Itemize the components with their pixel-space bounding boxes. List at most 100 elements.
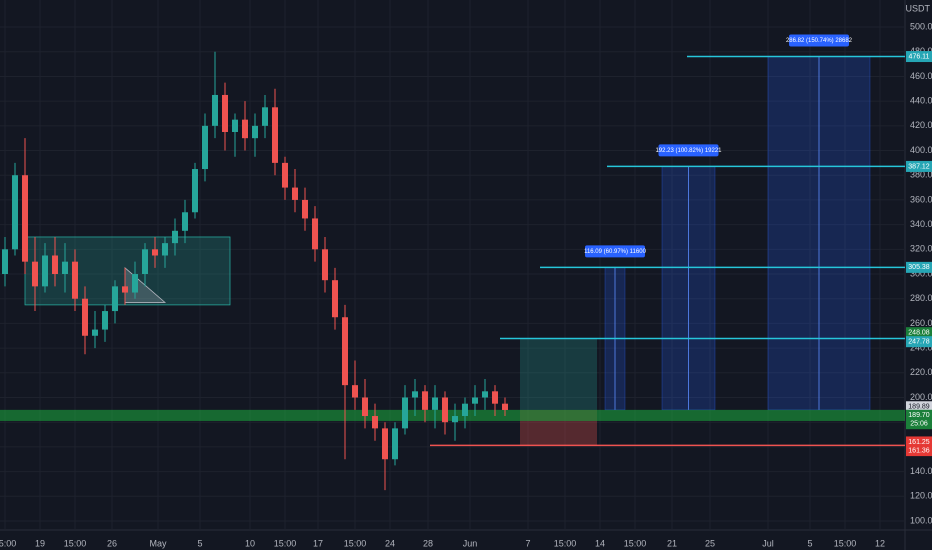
candle-body [302,199,308,219]
y-tick-label: 360.00 [910,194,932,204]
price-label-box [906,51,932,63]
x-tick-label: 15:00 [64,538,87,548]
candle-body [362,397,368,417]
x-tick-label: Jun [463,538,478,548]
candle-body [472,397,478,404]
candle-body [342,317,348,386]
y-tick-label: 320.00 [910,244,932,254]
currency: USDT [906,3,931,13]
y-tick-label: 380.00 [910,170,932,180]
y-tick-label: 420.00 [910,120,932,130]
candle-body [112,286,118,312]
price-label: 161.36 [908,447,930,454]
candle-body [212,94,218,126]
y-tick-label: 400.00 [910,145,932,155]
x-tick-label: 26 [107,538,117,548]
y-tick-label: 500.00 [910,21,932,31]
candle-body [122,286,128,293]
zone [24,236,231,306]
candle-body [312,218,318,250]
candle-body [192,169,198,213]
x-tick-label: 17 [313,538,323,548]
candle-body [452,416,458,423]
x-tick-label: 28 [423,538,433,548]
y-tick-label: 440.00 [910,96,932,106]
price-label-box [906,261,932,273]
support-band [0,409,905,421]
price-label: 387.12 [908,163,930,170]
candle-body [72,261,78,299]
candle-body [492,391,498,404]
x-tick-label: 15:00 [0,538,16,548]
candle-body [322,249,328,281]
candle-body [442,397,448,423]
candle-body [332,280,338,318]
price-label-box [906,436,932,448]
y-tick-label: 240.00 [910,342,932,352]
x-tick-label: 15:00 [834,538,857,548]
price-label-box [906,327,932,339]
candle-body [222,94,228,133]
candle-body [22,175,28,262]
y-tick-label: 100.00 [910,515,932,525]
measure-label-box [658,144,719,157]
price-label-box [906,160,932,172]
candle-body [282,162,288,188]
price-label: 248.08 [908,330,930,337]
candle-body [182,212,188,231]
measure-label-box [585,245,645,258]
price-label-box [906,445,932,457]
x-tick-label: 7 [525,538,530,548]
y-tick-label: 260.00 [910,318,932,328]
x-tick-label: 10 [245,538,255,548]
candle-body [422,391,428,410]
y-tick-label: 120.00 [910,491,932,501]
y-tick-label: 340.00 [910,219,932,229]
measure-label: 286.82 (150.74%) 28682 [786,38,853,44]
x-tick-label: 15:00 [554,538,577,548]
candle-body [462,403,468,417]
candle-body [52,255,58,275]
x-tick-label: 21 [667,538,677,548]
x-tick-label: 5 [197,538,202,548]
price-label: 25:06 [910,421,928,428]
price-label: 189.89 [908,404,930,411]
y-tick-label: 280.00 [910,293,932,303]
candle-body [2,249,8,275]
candle-body [402,397,408,429]
x-tick-label: 14 [595,538,605,548]
price-label-box [906,401,932,413]
candle-body [352,385,358,398]
price-label: 476.11 [909,53,930,60]
y-tick-label: 220.00 [910,367,932,377]
x-tick-label: Jul [762,538,774,548]
candle-body [152,249,158,256]
y-tick-label: 460.00 [910,71,932,81]
candle-body [42,255,48,287]
candle-body [242,119,248,139]
x-tick-label: 15:00 [624,538,647,548]
candle-body [92,329,98,336]
position-target [520,338,597,410]
x-tick-label: 19 [35,538,45,548]
candle-body [272,107,278,163]
candle-body [202,125,208,170]
candle-body [162,243,168,256]
candle-body [102,311,108,330]
x-tick-label: 5 [807,538,812,548]
measure-label: 192.23 (100.82%) 19221 [655,148,722,154]
candle-body [372,416,378,429]
price-label-box [906,418,932,430]
measure-label-box [789,34,849,47]
price-label: 189.70 [908,412,930,419]
candle-body [262,107,268,126]
candle-body [382,428,388,460]
price-label: 247.78 [908,339,930,346]
y-tick-label: 200.00 [910,392,932,402]
x-tick-label: 15:00 [344,538,367,548]
candle-body [132,274,138,293]
candle-body [172,230,178,244]
candle-body [412,391,418,398]
